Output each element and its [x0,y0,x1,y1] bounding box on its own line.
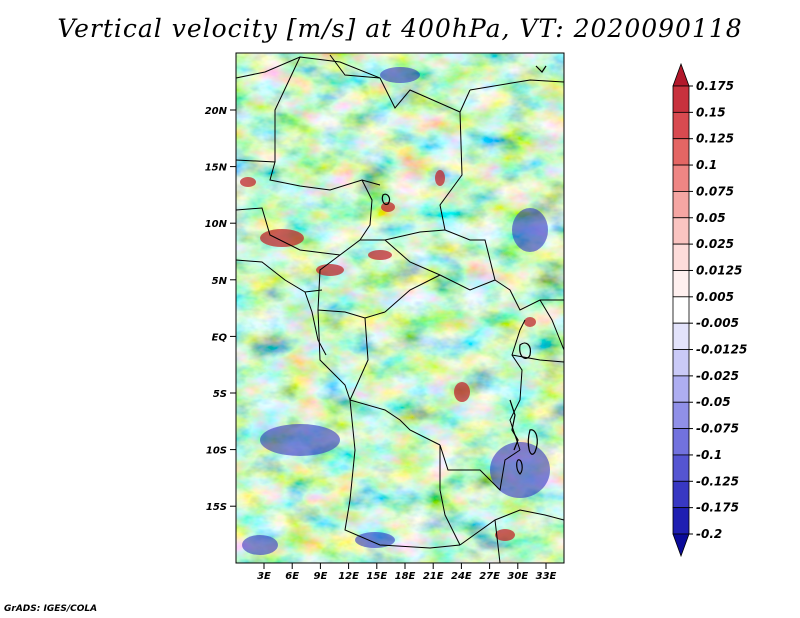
lat-tick-label: EQ [212,332,228,343]
lon-tick-label: 9E [314,571,328,582]
lat-tick-label: 15S [206,502,227,513]
colorbar-swatch [672,401,690,429]
map-frame [235,52,565,564]
lon-tick-label: 24E [451,571,472,582]
colorbar-swatch [672,507,690,535]
lon-tick-label: 27E [479,571,500,582]
colorbar-label: 0.025 [696,237,734,251]
lat-tick-label: 10N [205,219,228,230]
lon-tick-label: 18E [395,571,416,582]
colorbar-swatch [672,296,690,324]
colorbar-swatch [672,138,690,166]
colorbar-label: -0.0125 [696,343,747,357]
latitude-axis: 20N 15N 10N 5N EQ 5S 10S 15S [205,106,236,513]
colorbar-label: 0.0125 [696,263,742,277]
colorbar-swatch [672,349,690,377]
lon-tick-label: 15E [366,571,387,582]
map-title: Vertical velocity [m/s] at 400hPa, VT: 2… [57,14,743,43]
lat-tick-label: 10S [206,446,227,457]
colorbar-label: -0.1 [696,448,722,462]
colorbar-swatch [672,375,690,403]
lat-tick-label: 20N [205,106,228,117]
colorbar-label: 0.1 [696,158,717,172]
colorbar-swatch [672,191,690,219]
map-panel [236,53,564,563]
colorbar-label: -0.175 [696,501,739,515]
strong-descent-patches [242,67,550,555]
colorbar-swatch [672,243,690,271]
colorbar-label: -0.2 [696,527,722,541]
colorbar-label: -0.05 [696,395,731,409]
colorbar-swatch [672,217,690,245]
colorbar-label: 0.15 [696,105,726,119]
colorbar-swatch [672,111,690,140]
longitude-axis: 3E 6E 9E 12E 15E 18E 21E 24E 27E 30E 33E [257,563,557,582]
colorbar-max-arrow [672,62,690,87]
colorbar-label: 0.125 [696,132,734,146]
colorbar-swatch [672,480,690,509]
colorbar-swatch [672,85,690,113]
lat-tick-label: 5N [212,276,228,287]
colorbar-swatch [672,270,690,298]
colorbar-swatch [672,428,690,456]
lon-tick-label: 3E [257,571,271,582]
lat-tick-label: 15N [205,163,228,174]
colorbar-min-arrow [672,533,690,558]
colorbar-label: -0.025 [696,369,739,383]
country-borders [236,54,564,563]
colorbar-label: 0.175 [696,79,734,93]
colorbar-label: -0.075 [696,422,739,436]
grads-credit: GrADS: IGES/COLA [4,604,98,614]
colorbar-swatch [672,454,690,482]
colorbar-swatch [672,164,690,192]
colorbar-swatch [672,322,690,350]
strong-ascent-patches [240,170,536,541]
lon-tick-label: 21E [423,571,444,582]
colorbar-label: 0.075 [696,184,734,198]
colorbar-label: -0.005 [696,316,739,330]
lon-tick-label: 6E [285,571,299,582]
lon-tick-label: 33E [536,571,557,582]
lon-tick-label: 30E [507,571,528,582]
colorbar-label: 0.05 [696,211,726,225]
colorbar: 0.175 0.15 0.125 0.1 0.075 0.05 0.025 0.0125 0.0… [672,62,747,558]
lat-tick-label: 5S [213,389,227,400]
colorbar-label: -0.125 [696,474,739,488]
colorbar-label: 0.005 [696,290,734,304]
lon-tick-label: 12E [338,571,359,582]
lakes [381,65,547,475]
